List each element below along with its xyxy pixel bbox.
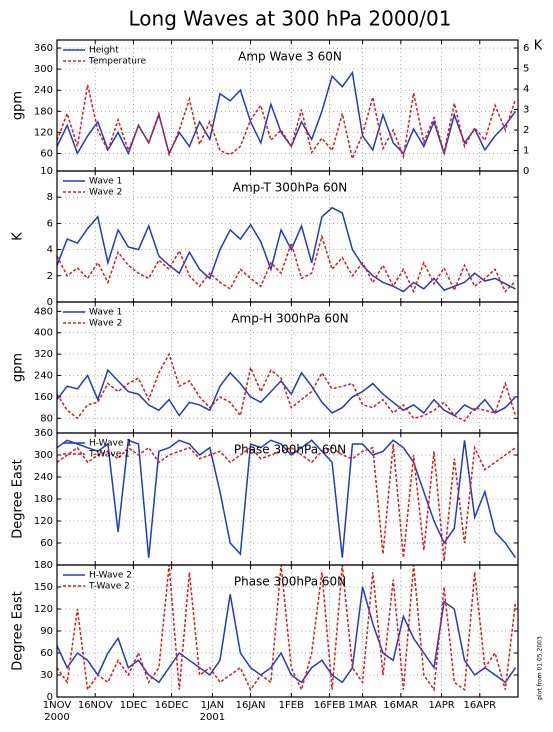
legend-label: Wave 1 — [89, 177, 122, 187]
x-year-label: 2000 — [44, 712, 69, 723]
y-tick-label: 30 — [40, 670, 53, 681]
series-line — [56, 84, 517, 162]
y-axis-label: K — [11, 232, 26, 241]
y2-tick-label: 5 — [523, 63, 529, 74]
x-tick-label: 16MAR — [383, 700, 418, 711]
plot-frame — [56, 564, 519, 698]
y-tick-label: 2 — [47, 271, 53, 282]
page-title: Long Waves at 300 hPa 2000/01 — [129, 7, 452, 31]
x-tick-label: 1MAR — [348, 700, 377, 711]
y2-tick-label: 4 — [523, 84, 529, 95]
y2-tick-label: 3 — [523, 104, 529, 115]
y-tick-label: 6 — [47, 218, 53, 229]
series-line — [56, 70, 517, 157]
x-tick-label: 1APR — [428, 700, 454, 711]
x-tick-label: 16FEB — [314, 700, 346, 711]
y-tick-label: 180 — [34, 494, 53, 505]
series-line — [56, 564, 517, 692]
series-line — [56, 368, 517, 417]
y-tick-label: 10 — [40, 166, 53, 177]
y-tick-label: 320 — [34, 349, 53, 360]
y2-tick-label: 1 — [523, 145, 529, 156]
y-tick-label: 60 — [40, 148, 53, 159]
y2-axis-label: K — [534, 39, 543, 54]
x-tick-label: 1NOV — [43, 700, 72, 711]
y-tick-label: 180 — [34, 560, 53, 571]
legend-label: Wave 1 — [89, 308, 122, 318]
y-tick-label: 120 — [34, 604, 53, 615]
y-tick-label: 240 — [34, 85, 53, 96]
panel-title: Phase 300hPa 60N — [234, 443, 346, 457]
y-tick-label: 180 — [34, 106, 53, 117]
y-tick-label: 300 — [34, 64, 53, 75]
series-line — [56, 206, 516, 293]
y-tick-label: 360 — [34, 43, 53, 54]
x-year-label: 2001 — [200, 712, 225, 723]
y-tick-label: 120 — [34, 516, 53, 527]
x-tick-label: 16APR — [464, 700, 497, 711]
y-axis-label: gpm — [11, 353, 26, 382]
panel-title: Amp-H 300hPa 60N — [231, 312, 348, 326]
series-line — [56, 439, 517, 559]
y-tick-label: 80 — [40, 413, 53, 424]
y-tick-label: 120 — [34, 127, 53, 138]
legend-label: T-Wave 1 — [88, 450, 130, 460]
x-tick-label: 1DEC — [120, 700, 147, 711]
y-axis-label: Degree East — [11, 459, 26, 539]
y-tick-label: 300 — [34, 450, 53, 461]
y-axis-label: Degree East — [11, 591, 26, 671]
y-tick-label: 0 — [47, 692, 53, 703]
x-tick-label: 1JAN — [201, 700, 224, 711]
panel-title: Amp-T 300hPa 60N — [233, 181, 348, 195]
y-tick-label: 60 — [40, 538, 53, 549]
y2-tick-label: 2 — [523, 125, 529, 136]
series-line — [56, 233, 517, 294]
y-tick-label: 60 — [40, 648, 53, 659]
series-line — [56, 352, 517, 422]
y-tick-label: 480 — [34, 306, 53, 317]
panel-title: Amp Wave 3 60N — [238, 50, 342, 64]
x-tick-label: 16JAN — [236, 700, 266, 711]
y2-tick-label: 6 — [523, 43, 529, 54]
legend-label: T-Wave 2 — [88, 582, 130, 592]
series-line — [56, 586, 517, 684]
series-line — [56, 443, 516, 562]
y-tick-label: 150 — [34, 582, 53, 593]
y-tick-label: 8 — [47, 192, 53, 203]
legend-label: Height — [89, 46, 119, 56]
y-tick-label: 240 — [34, 371, 53, 382]
y-tick-label: 400 — [34, 328, 53, 339]
y-tick-label: 90 — [40, 626, 53, 637]
y2-tick-label: 0 — [523, 166, 529, 177]
legend-label: Wave 2 — [89, 319, 122, 329]
y-tick-label: 360 — [34, 428, 53, 439]
y-tick-label: 160 — [34, 392, 53, 403]
legend-label: Wave 2 — [89, 188, 122, 198]
footnote: plot from 01.05.2003 — [537, 636, 544, 700]
legend-label: H-Wave 2 — [89, 571, 132, 581]
x-tick-label: 1FEB — [279, 700, 304, 711]
y-tick-label: 240 — [34, 472, 53, 483]
y-axis-label: gpm — [11, 91, 26, 120]
x-tick-label: 16DEC — [155, 700, 189, 711]
y-tick-label: 4 — [47, 245, 53, 256]
x-tick-label: 16NOV — [78, 700, 113, 711]
panel-title: Phase 300hPa 60N — [234, 575, 346, 589]
y-tick-label: 0 — [47, 297, 53, 308]
legend-label: H-Wave 1 — [89, 439, 132, 449]
legend-label: Temperature — [88, 57, 146, 67]
